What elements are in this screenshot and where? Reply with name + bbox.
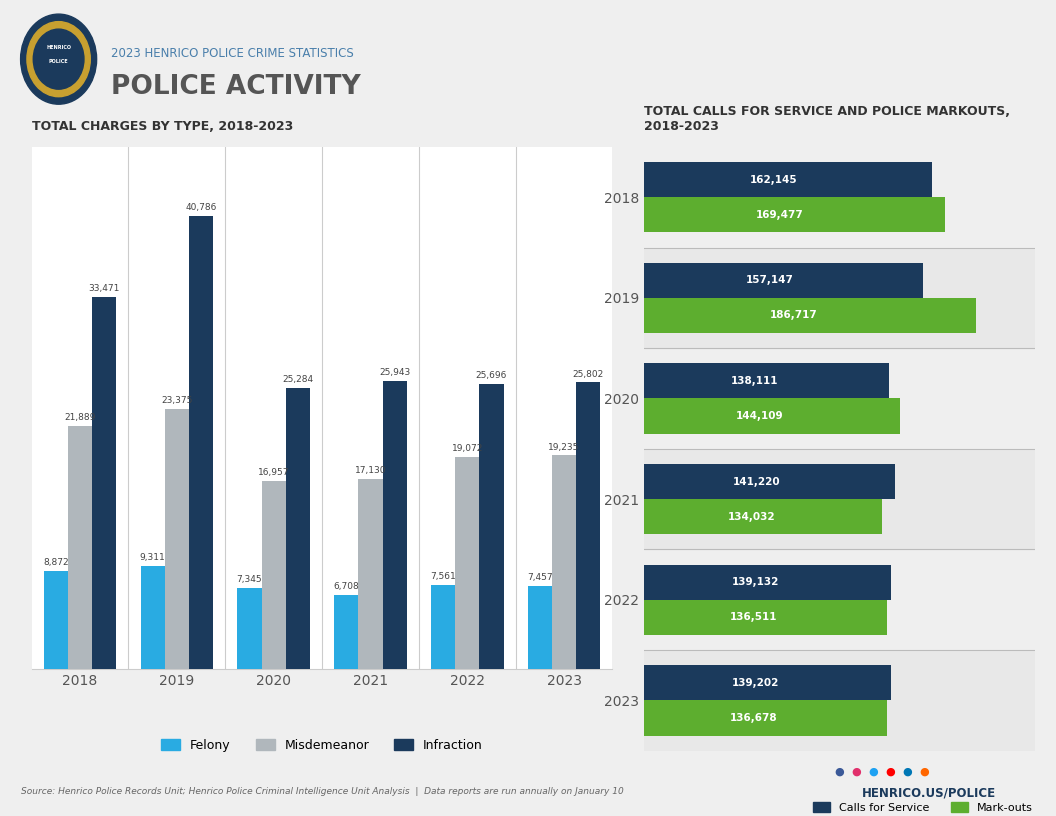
Bar [552,455,577,669]
Text: HENRICO: HENRICO [46,46,71,51]
Text: 17,130: 17,130 [355,466,386,475]
Text: 25,802: 25,802 [572,370,604,379]
Text: 6,708: 6,708 [334,582,359,591]
Bar [382,381,407,669]
Bar [644,247,1035,348]
Bar [479,384,504,669]
Text: 136,511: 136,511 [730,612,777,623]
Text: 25,696: 25,696 [476,370,507,379]
Bar [644,499,882,534]
Legend: Calls for Service, Mark-outs: Calls for Service, Mark-outs [809,798,1037,816]
Text: 138,111: 138,111 [731,376,778,386]
Bar [644,162,932,197]
Text: ●: ● [834,767,845,777]
Text: 19,235: 19,235 [548,442,580,451]
Bar [262,481,286,669]
Text: 169,477: 169,477 [756,210,804,220]
Bar [92,297,116,669]
Text: 139,132: 139,132 [732,577,779,588]
Bar [644,147,1035,247]
Bar [644,665,891,700]
Bar [577,383,601,669]
Bar [644,348,1035,449]
Text: ●: ● [885,767,895,777]
Text: POLICE: POLICE [49,59,69,64]
Text: ●: ● [851,767,862,777]
Text: ●: ● [902,767,912,777]
Text: 25,943: 25,943 [379,368,411,377]
Bar [644,398,900,434]
Bar [644,565,891,600]
Bar [644,363,889,398]
Text: HENRICO.US/POLICE: HENRICO.US/POLICE [862,787,997,800]
Bar [140,565,165,669]
Text: 21,889: 21,889 [64,413,96,422]
Bar [455,457,479,669]
Text: 16,957: 16,957 [258,468,289,477]
Text: 8,872: 8,872 [43,557,69,566]
Bar [43,570,68,669]
Text: 2023 HENRICO POLICE CRIME STATISTICS: 2023 HENRICO POLICE CRIME STATISTICS [111,47,354,60]
Bar [334,595,358,669]
Text: 19,072: 19,072 [452,445,483,454]
Bar [644,650,1035,751]
Legend: Felony, Misdemeanor, Infraction: Felony, Misdemeanor, Infraction [156,734,488,757]
Bar [68,426,92,669]
Text: 7,561: 7,561 [430,572,456,581]
Bar [189,216,213,669]
Bar [238,588,262,669]
Text: ●: ● [919,767,929,777]
Text: ●: ● [868,767,879,777]
Text: TOTAL CALLS FOR SERVICE AND POLICE MARKOUTS,
2018-2023: TOTAL CALLS FOR SERVICE AND POLICE MARKO… [644,105,1011,133]
Bar [528,586,552,669]
Bar [644,263,923,298]
Circle shape [34,29,84,89]
Bar [644,463,895,499]
Text: 25,284: 25,284 [282,375,314,384]
Circle shape [27,21,91,97]
Text: 162,145: 162,145 [750,175,797,184]
Text: 33,471: 33,471 [89,284,120,293]
Bar [644,700,887,736]
Text: 7,345: 7,345 [237,574,262,583]
Bar [165,410,189,669]
Text: 7,457: 7,457 [527,574,552,583]
Bar [644,549,1035,650]
Text: 134,032: 134,032 [728,512,775,521]
Text: Source: Henrico Police Records Unit; Henrico Police Criminal Intelligence Unit A: Source: Henrico Police Records Unit; Hen… [21,787,624,796]
Text: 141,220: 141,220 [733,477,780,486]
Bar [644,197,945,233]
Bar [644,449,1035,549]
Text: POLICE ACTIVITY: POLICE ACTIVITY [111,74,361,100]
Text: 9,311: 9,311 [139,552,166,561]
Text: 186,717: 186,717 [770,310,817,321]
Text: 23,375: 23,375 [162,397,192,406]
Text: TOTAL CHARGES BY TYPE, 2018-2023: TOTAL CHARGES BY TYPE, 2018-2023 [32,120,293,133]
Bar [644,600,887,635]
Text: 136,678: 136,678 [730,713,777,723]
Text: 144,109: 144,109 [736,411,784,421]
Circle shape [21,14,97,104]
Text: 40,786: 40,786 [186,203,216,212]
Bar [431,585,455,669]
Bar [286,388,310,669]
Text: 157,147: 157,147 [746,275,794,286]
Bar [358,479,382,669]
Text: 139,202: 139,202 [732,678,779,688]
Bar [644,298,976,333]
